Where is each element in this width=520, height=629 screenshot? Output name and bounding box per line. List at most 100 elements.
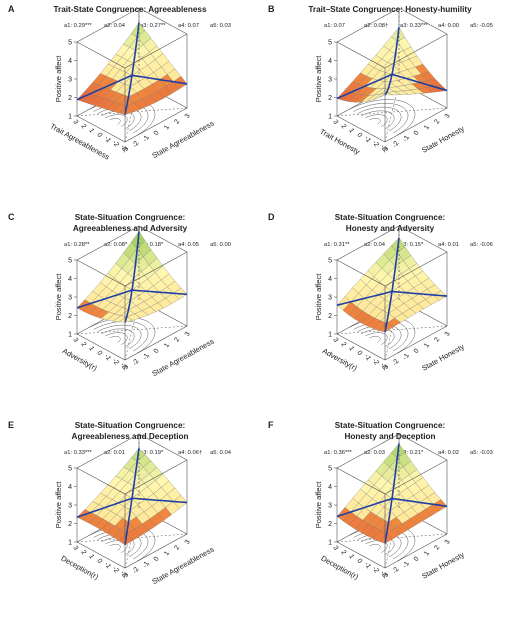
x-tick-label: 1 [163, 550, 171, 557]
coefficient-label: a4: 0.02 [438, 450, 459, 456]
panel-title: Honesty and Adversity [346, 224, 435, 233]
z-tick-label: 2 [328, 313, 332, 320]
y-axis-label: Deception(r) [60, 554, 101, 582]
floor-incongruence-line [76, 325, 188, 335]
x-tick-label: 0 [413, 348, 421, 355]
y-tick-label: 2 [339, 123, 347, 130]
panel-letter: A [8, 4, 15, 14]
x-tick-label: 1 [423, 342, 431, 349]
y-tick-label: -3 [119, 362, 128, 371]
y-tick-label: 3 [71, 337, 79, 344]
floor-contour [357, 106, 402, 131]
coefficient-label: a4: 0.05 [178, 242, 199, 248]
x-tick-label: 1 [163, 124, 171, 131]
coefficient-label: a2: 0.01 [104, 450, 125, 456]
x-tick-label: -2 [131, 358, 140, 367]
x-tick-label: -3 [121, 146, 130, 155]
line-of-incongruence [76, 74, 188, 101]
coefficient-label: a2: 0.04 [104, 23, 126, 29]
z-tick-label: 3 [68, 295, 72, 302]
y-tick-label: 0 [355, 558, 363, 565]
y-tick-label: 1 [347, 345, 355, 352]
z-tick-label: 4 [328, 484, 332, 491]
x-tick-label: 2 [173, 544, 181, 551]
coefficient-label: a5: 0.00 [210, 242, 231, 248]
z-tick-label: 3 [328, 77, 332, 84]
floor-incongruence-line [336, 107, 448, 117]
y-tick-label: -1 [103, 561, 112, 570]
panel-letter: C [8, 212, 15, 222]
y-tick-label: 1 [87, 553, 95, 560]
coefficient-label: a5: -0.06 [470, 242, 493, 248]
x-tick-label: 3 [184, 331, 192, 338]
z-tick-label: 2 [328, 95, 332, 102]
coefficient-label: a3: 0.18* [140, 242, 164, 248]
y-tick-label: -3 [379, 570, 388, 579]
y-tick-label: -2 [371, 139, 380, 148]
z-tick-label: 5 [328, 466, 332, 473]
y-tick-label: 0 [355, 132, 363, 139]
x-tick-label: -2 [391, 566, 400, 575]
y-tick-label: -2 [111, 357, 120, 366]
coefficient-label: a3: 0.15* [400, 242, 424, 248]
x-tick-label: -2 [391, 358, 400, 367]
z-tick-label: 4 [328, 276, 332, 283]
y-tick-label: 3 [331, 545, 339, 552]
panel-c: C State-Situation Congruence: Agreeablenes… [8, 212, 231, 378]
z-tick-label: 5 [68, 40, 72, 47]
panel-title: State-Situation Congruence: [335, 213, 446, 222]
coefficient-label: a4: 0.00 [438, 23, 459, 29]
z-axis-label: Positive affect [314, 273, 323, 320]
z-tick-label: 3 [68, 77, 72, 84]
panel-title: State-Situation Congruence: [75, 213, 186, 222]
y-tick-label: 3 [331, 119, 339, 126]
y-tick-label: -2 [111, 565, 120, 574]
coefficient-label: a4: 0.01 [438, 242, 459, 248]
z-tick-label: 2 [68, 521, 72, 528]
x-tick-label: 0 [413, 130, 421, 137]
coefficient-label: a3: 0.27** [140, 23, 166, 29]
y-tick-label: 0 [355, 350, 363, 357]
coefficient-label: a2: 0.08* [104, 242, 128, 248]
y-tick-label: 2 [79, 341, 87, 348]
panel-letter: D [268, 212, 275, 222]
x-tick-label: 3 [184, 113, 192, 120]
x-tick-label: 2 [433, 118, 441, 125]
z-tick-label: 3 [328, 503, 332, 510]
z-axis-label: Positive affect [314, 481, 323, 528]
y-tick-label: 0 [95, 558, 103, 565]
coefficient-label: a5: 0.03 [210, 23, 231, 29]
y-tick-label: -3 [379, 362, 388, 371]
z-axis-label: Positive affect [54, 55, 63, 102]
y-tick-label: 2 [339, 341, 347, 348]
x-tick-label: -3 [381, 572, 390, 581]
x-tick-label: -1 [142, 134, 151, 143]
x-tick-label: 2 [173, 118, 181, 125]
panel-title: Honesty and Deception [345, 432, 436, 441]
z-tick-label: 4 [68, 276, 72, 283]
y-tick-label: 1 [347, 127, 355, 134]
panel-e: E State-Situation Congruence: Agreeablenes… [8, 420, 232, 586]
y-tick-label: -2 [371, 357, 380, 366]
floor-contour [349, 99, 416, 136]
y-tick-label: 0 [95, 132, 103, 139]
z-tick-label: 4 [68, 484, 72, 491]
y-tick-label: 1 [87, 127, 95, 134]
z-tick-label: 3 [328, 295, 332, 302]
y-axis-label: Adversity(r) [61, 346, 99, 373]
coefficient-label: a1: 0.29*** [64, 23, 92, 29]
panel-letter: E [8, 420, 14, 430]
x-tick-label: -1 [402, 134, 411, 143]
panel-a: A Trait-State Congruence: Agreeableness a1… [8, 4, 231, 162]
x-tick-label: 1 [423, 124, 431, 131]
x-tick-label: -1 [402, 560, 411, 569]
y-tick-label: -1 [103, 353, 112, 362]
z-tick-label: 5 [68, 466, 72, 473]
floor-contour [361, 328, 395, 347]
z-tick-label: 1 [68, 114, 72, 121]
x-tick-label: 3 [184, 539, 192, 546]
coefficient-label: a1: 0.31** [324, 242, 350, 248]
coefficient-label: a2: 0.04 [364, 242, 386, 248]
y-tick-label: 1 [347, 553, 355, 560]
floor-contour [97, 324, 142, 349]
